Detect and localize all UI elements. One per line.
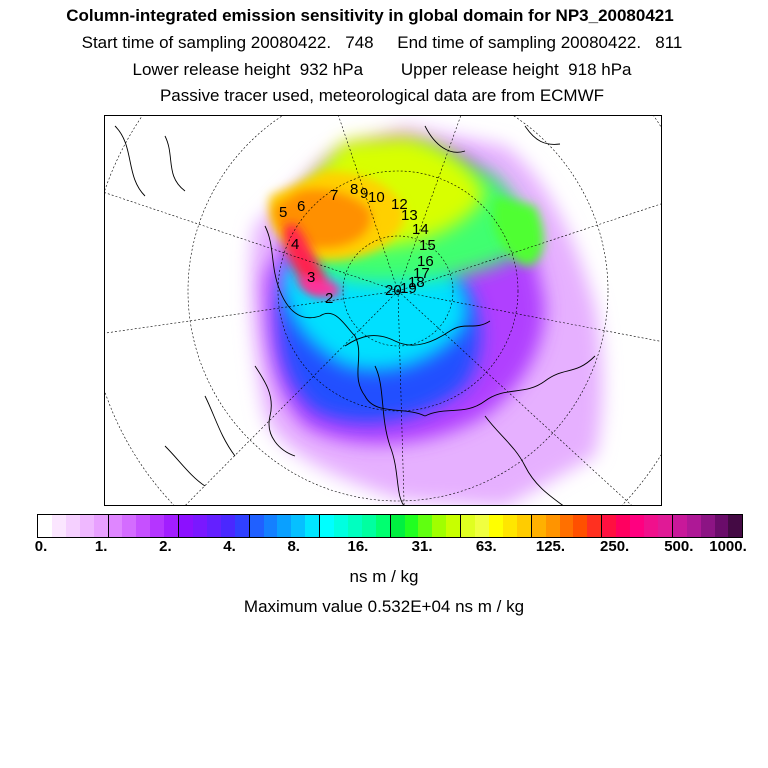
trajectory-label: 14 [412, 221, 429, 238]
trajectory-label: 7 [330, 187, 338, 204]
colorbar-swatch [418, 515, 433, 537]
colorbar [37, 514, 743, 538]
colorbar-swatch [65, 515, 80, 537]
colorbar-swatch [291, 515, 306, 537]
colorbar-swatch [460, 515, 476, 537]
colorbar-tick-label: 4. [223, 538, 236, 555]
colorbar-swatch [79, 515, 94, 537]
colorbar-units: ns m / kg [349, 567, 419, 586]
colorbar-tick-label: 2. [159, 538, 172, 555]
colorbar-swatch [38, 515, 52, 537]
colorbar-swatch [502, 515, 517, 537]
colorbar-swatch [234, 515, 249, 537]
maximum-value: Maximum value 0.532E+04 ns m / kg [243, 597, 525, 616]
trajectory-label: 5 [279, 204, 287, 221]
colorbar-swatch [136, 515, 151, 537]
colorbar-swatch [489, 515, 503, 537]
colorbar-tick-label: 500. [664, 538, 694, 555]
colorbar-swatch [389, 515, 405, 537]
colorbar-swatch [150, 515, 165, 537]
colorbar-swatch [559, 515, 574, 537]
trajectory-label: 2 [325, 290, 333, 307]
colorbar-swatch [263, 515, 278, 537]
trajectory-label: 8 [350, 181, 358, 198]
colorbar-tick-label: 8. [287, 538, 300, 555]
trajectory-labels: 2 3 4 5 6 7 8 9 10 12 13 14 15 16 17 18 … [279, 181, 436, 307]
colorbar-swatch [475, 515, 489, 537]
sensitivity-field [250, 126, 603, 505]
colorbar-swatch [671, 515, 687, 537]
colorbar-swatch [164, 515, 179, 537]
sampling-time-info: Start time of sampling 20080422. 748 End… [81, 33, 683, 52]
colorbar-swatch [643, 515, 658, 537]
colorbar-swatch [573, 515, 588, 537]
trajectory-label: 12 [391, 196, 408, 213]
colorbar-swatch [51, 515, 66, 537]
graticule [105, 116, 661, 505]
colorbar-swatch [305, 515, 320, 537]
colorbar-swatch [728, 515, 743, 537]
colorbar-swatch [93, 515, 108, 537]
colorbar-swatch [530, 515, 546, 537]
colorbar-swatch [178, 515, 193, 537]
map-panel: 2 3 4 5 6 7 8 9 10 12 13 14 15 16 17 18 … [104, 115, 662, 506]
colorbar-swatch [361, 515, 376, 537]
colorbar-swatch [347, 515, 362, 537]
trajectory-label: 19 [400, 280, 417, 297]
colorbar-swatch [206, 515, 221, 537]
release-height-info: Lower release height 932 hPa Upper relea… [132, 60, 632, 79]
colorbar-swatch [516, 515, 531, 537]
trajectory-label: 3 [307, 269, 315, 286]
colorbar-swatch [122, 515, 137, 537]
colorbar-swatch [220, 515, 235, 537]
colorbar-swatch [319, 515, 335, 537]
trajectory-label: 13 [401, 207, 418, 224]
colorbar-swatch [686, 515, 701, 537]
plot-title: Column-integrated emission sensitivity i… [66, 6, 674, 25]
colorbar-swatch [107, 515, 123, 537]
colorbar-tick-label: 0. [34, 538, 48, 555]
colorbar-swatch [277, 515, 292, 537]
colorbar-swatch [375, 515, 390, 537]
colorbar-tick-label: 31. [411, 538, 433, 555]
trajectory-label: 17 [413, 265, 430, 282]
trajectory-label: 18 [408, 274, 425, 291]
colorbar-tick-label: 1. [94, 538, 108, 555]
colorbar-swatch [404, 515, 419, 537]
tracer-info: Passive tracer used, meteorological data… [159, 86, 605, 105]
colorbar-swatch [601, 515, 617, 537]
trajectory-label: 15 [419, 237, 436, 254]
colorbar-swatch [714, 515, 729, 537]
colorbar-tick-label: 250. [600, 538, 630, 555]
trajectory-label: 6 [297, 198, 305, 215]
colorbar-swatch [657, 515, 672, 537]
trajectory-label: 9 [360, 185, 368, 202]
colorbar-swatch [700, 515, 715, 537]
colorbar-swatch [446, 515, 461, 537]
colorbar-tick-label: 16. [347, 538, 369, 555]
trajectory-label: 10 [368, 189, 385, 206]
colorbar-swatch [192, 515, 207, 537]
colorbar-swatch [248, 515, 264, 537]
colorbar-swatch [630, 515, 644, 537]
colorbar-swatch [616, 515, 631, 537]
colorbar-swatch [545, 515, 560, 537]
trajectory-label: 16 [417, 253, 434, 270]
colorbar-tick-label: 1000. [709, 538, 747, 555]
colorbar-tick-label: 63. [475, 538, 497, 555]
trajectory-label: 4 [291, 236, 299, 253]
colorbar-tick-labels: 0. 1. 2. 4. 8. 16. 31. 63. 125. 250. 500. 1000. [0, 538, 768, 558]
colorbar-swatch [334, 515, 348, 537]
coastlines [114, 125, 596, 505]
trajectory-label: 20 [385, 282, 402, 299]
colorbar-swatch [432, 515, 447, 537]
colorbar-swatch [587, 515, 602, 537]
sensitivity-map: 2 3 4 5 6 7 8 9 10 12 13 14 15 16 17 18 … [105, 116, 661, 505]
colorbar-tick-label: 125. [535, 538, 566, 555]
